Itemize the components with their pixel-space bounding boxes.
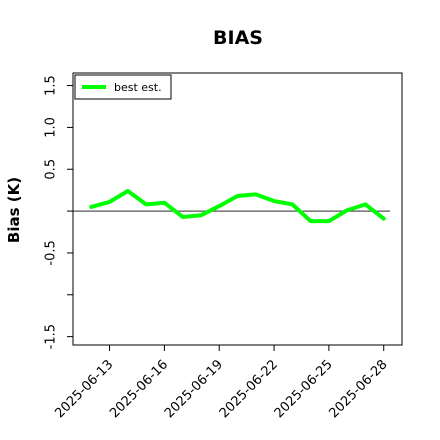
y-tick-label: -1.5 bbox=[44, 324, 59, 349]
chart-title: BIAS bbox=[213, 27, 263, 49]
plot-frame bbox=[72, 72, 403, 346]
x-tick-label: 2025-06-28 bbox=[327, 357, 391, 421]
y-tick-label: 1.5 bbox=[44, 75, 59, 96]
x-tick-label: 2025-06-16 bbox=[107, 357, 171, 421]
legend: best est. bbox=[74, 74, 172, 100]
x-tick-label: 2025-06-22 bbox=[217, 357, 281, 421]
x-tick-label: 2025-06-13 bbox=[52, 357, 116, 421]
y-axis-label: Bias (K) bbox=[5, 177, 23, 243]
legend-label-best-est: best est. bbox=[114, 81, 162, 94]
x-axis: 2025-06-132025-06-162025-06-192025-06-22… bbox=[52, 345, 391, 421]
x-tick-label: 2025-06-25 bbox=[272, 357, 336, 421]
series-line-best-est bbox=[89, 189, 386, 224]
y-tick-label: 0.5 bbox=[44, 159, 59, 180]
y-tick-label: -0.5 bbox=[44, 240, 59, 265]
y-tick-label: 1.0 bbox=[44, 117, 59, 138]
series-layer bbox=[89, 189, 386, 224]
y-axis: -1.5 -0.5 0.5 1.0 1.5 bbox=[44, 75, 73, 349]
x-tick-label: 2025-06-19 bbox=[162, 357, 226, 421]
